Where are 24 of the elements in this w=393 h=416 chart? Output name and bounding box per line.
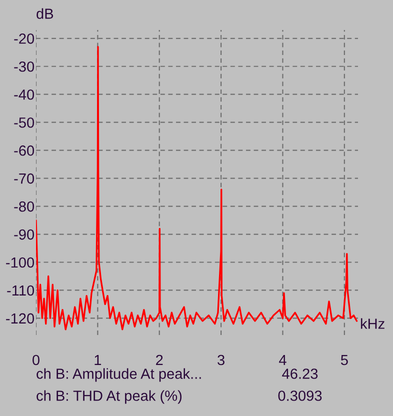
- x-tick-label: 0: [32, 354, 40, 366]
- y-tick-label: -110: [7, 285, 34, 296]
- text: 46.23: [282, 368, 318, 379]
- y-tick-label: -40: [14, 89, 34, 100]
- y-tick-label: -100: [6, 257, 34, 268]
- y-axis-title: dB: [36, 8, 54, 19]
- y-tick-label: -80: [14, 201, 34, 212]
- y-tick-label: -120: [6, 313, 34, 324]
- x-axis-title: kHz: [360, 318, 384, 329]
- x-tick-label: 3: [218, 354, 224, 366]
- x-tick-label: 5: [340, 354, 348, 366]
- line-series: [36, 46, 358, 330]
- y-tick-label: -50: [14, 117, 34, 128]
- x-tick-label: 2: [156, 354, 163, 366]
- x-tick-label: 4: [279, 354, 286, 366]
- text: 0.3093: [278, 390, 322, 401]
- x-tick-label: 1: [94, 354, 102, 366]
- text: ch B: THD At peak (%): [36, 390, 182, 404]
- text: ch B: Amplitude At peak...: [36, 368, 201, 382]
- y-tick-label: -60: [14, 145, 34, 156]
- y-tick-label: -70: [14, 173, 34, 184]
- y-tick-label: -20: [14, 33, 34, 44]
- y-tick-label: -30: [14, 61, 34, 72]
- y-tick-label: -90: [14, 229, 34, 240]
